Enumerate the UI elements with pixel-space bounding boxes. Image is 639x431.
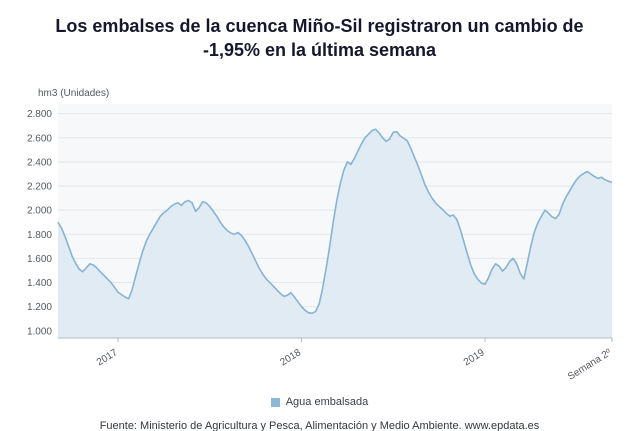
svg-text:Semana 2º: Semana 2º: [566, 347, 614, 383]
svg-text:2.200: 2.200: [27, 182, 52, 193]
page-title: Los embalses de la cuenca Miño-Sil regis…: [55, 16, 584, 61]
svg-text:2.400: 2.400: [27, 157, 52, 168]
legend-marker-agua: [270, 397, 280, 407]
svg-text:1.200: 1.200: [27, 302, 52, 313]
svg-text:2.800: 2.800: [27, 109, 52, 120]
svg-text:2018: 2018: [278, 347, 303, 368]
reservoir-line-chart[interactable]: 1.000 1.200 1.400 1.600 1.800 2.000 2.200 2.400…: [10, 98, 630, 388]
source-attribution: Fuente: Ministerio de Agricultura y Pesc…: [99, 420, 540, 431]
y-axis-unit-label: hm3 (Unidades): [38, 88, 110, 99]
svg-text:1.400: 1.400: [27, 278, 52, 289]
svg-text:2019: 2019: [462, 347, 487, 368]
svg-text:1.600: 1.600: [27, 254, 52, 265]
legend-label-agua: Agua embalsada: [285, 396, 369, 408]
svg-text:1.000: 1.000: [27, 326, 52, 337]
chart-legend[interactable]: Agua embalsada: [0, 396, 639, 408]
svg-text:2017: 2017: [95, 347, 120, 368]
svg-text:1.800: 1.800: [27, 230, 52, 241]
chart-area[interactable]: 1.000 1.200 1.400 1.600 1.800 2.000 2.200 2.400…: [10, 98, 630, 388]
svg-text:2.600: 2.600: [27, 133, 52, 144]
svg-text:2.000: 2.000: [27, 206, 52, 217]
